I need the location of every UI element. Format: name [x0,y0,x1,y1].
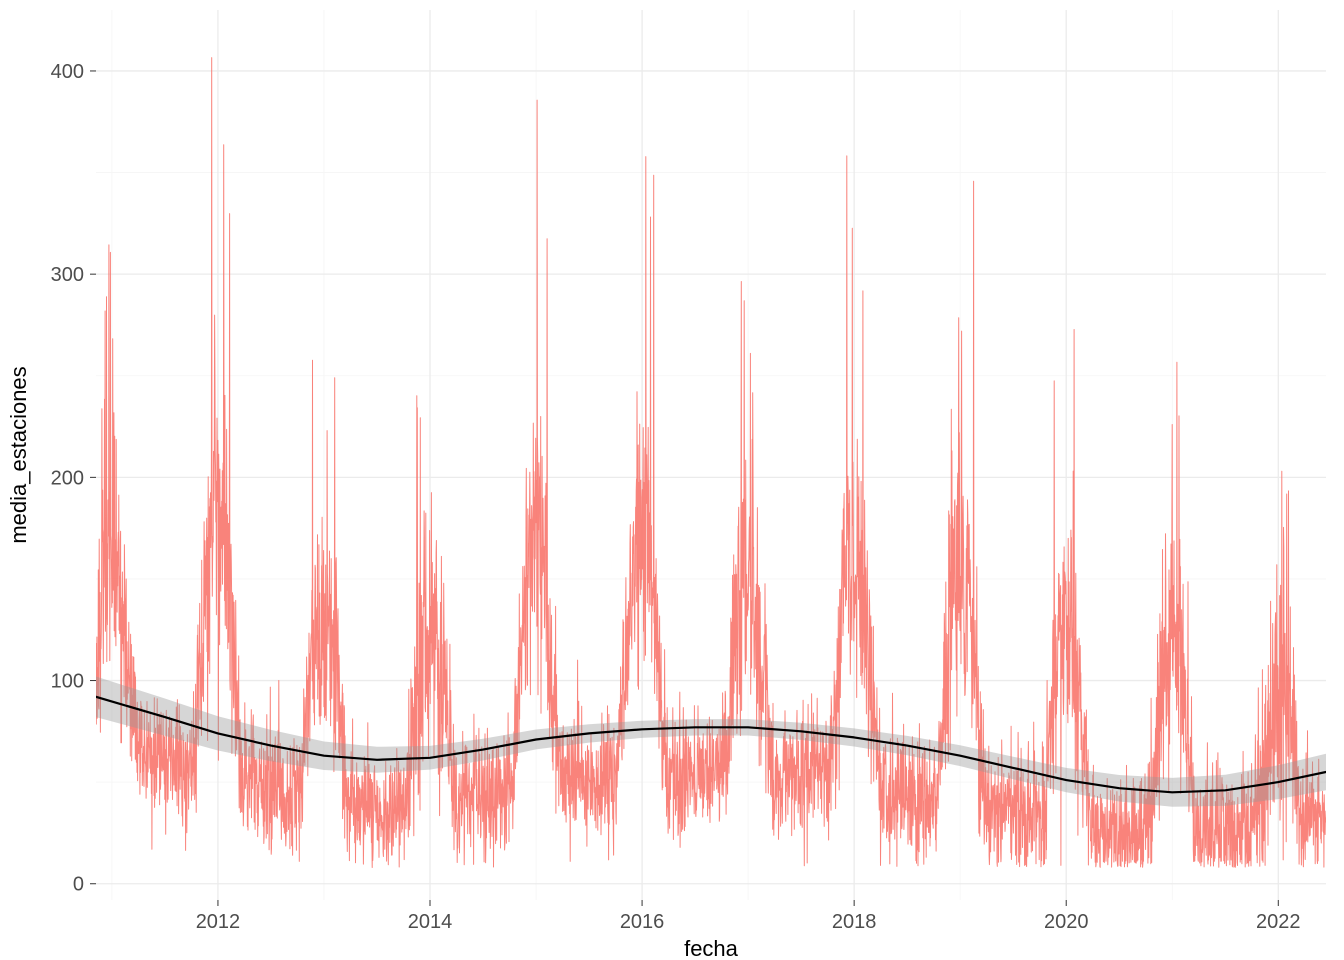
y-tick-label: 100 [51,671,84,693]
timeseries-chart: 2012 2014 2016 2018 2020 2022 0 100 200 300 400 fec… [0,0,1344,960]
x-tick-label: 2020 [1044,911,1089,933]
x-tick-label: 2016 [620,911,665,933]
x-tick-label: 2012 [196,911,241,933]
chart-svg: 2012 2014 2016 2018 2020 2022 0 100 200 300 400 fec… [0,0,1344,960]
y-tick-label: 200 [51,467,84,489]
y-axis-label: media_estaciones [6,366,31,543]
y-tick-label: 300 [51,264,84,286]
y-tick-label: 0 [73,874,84,896]
x-tick-label: 2018 [832,911,877,933]
x-tick-label: 2022 [1256,911,1301,933]
y-tick-label: 400 [51,61,84,83]
x-axis-label: fecha [684,936,739,960]
x-tick-label: 2014 [408,911,453,933]
